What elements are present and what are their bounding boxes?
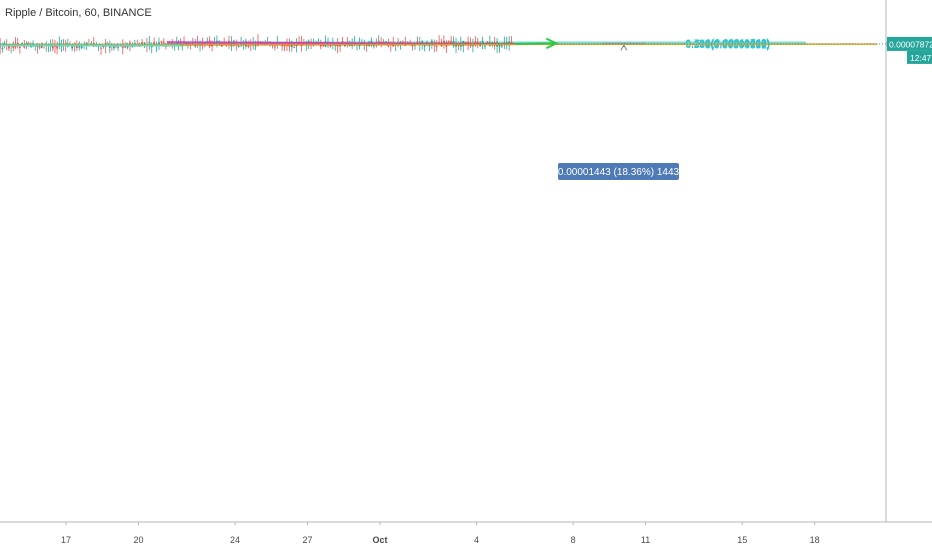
candle-body: [181, 45, 184, 47]
x-axis-background: [0, 522, 886, 550]
candle-body: [153, 41, 156, 44]
last-price-badge: [887, 36, 932, 51]
candle-body: [56, 45, 59, 49]
candle-body: [273, 46, 276, 48]
fib-level-label: 0.236(0.00007991): [685, 40, 770, 51]
candle-body: [117, 46, 119, 48]
measure-label: 0.00001443 (18.36%) 1443: [558, 167, 680, 178]
candle-body: [194, 45, 197, 47]
candle-body: [23, 45, 26, 48]
candle-body: [484, 45, 486, 47]
candle-body: [416, 41, 419, 43]
candle-body: [373, 45, 375, 47]
candle-body: [208, 40, 211, 47]
candle-body: [1, 47, 4, 49]
candle-body: [346, 41, 349, 43]
x-tick-label: 20: [133, 535, 143, 545]
candle-body: [365, 45, 368, 47]
candle-body: [443, 40, 445, 45]
last-price-label: 0.00007872: [889, 39, 932, 49]
candle-body: [85, 42, 88, 45]
candle-body: [377, 40, 380, 43]
candle-body: [281, 45, 284, 47]
candle-body: [162, 41, 165, 43]
candle-body: [341, 41, 344, 43]
candle-body: [322, 44, 325, 47]
candle-body: [401, 41, 404, 43]
candle-body: [472, 45, 474, 47]
candle-body: [237, 46, 240, 48]
candle-body: [141, 42, 143, 46]
y-axis-background: [886, 0, 932, 550]
x-tick-label: 4: [474, 535, 479, 545]
candle-body: [501, 45, 503, 47]
candle-body: [435, 45, 438, 47]
candle-body: [21, 42, 23, 44]
chart-title: Ripple / Bitcoin, 60, BINANCE: [5, 7, 152, 19]
candle-body: [430, 40, 433, 43]
candle-body: [216, 40, 218, 42]
x-axis: 17 20 24 27 Oct 4 8 11 15 18: [0, 521, 932, 550]
price-range-measure: 0.00001443 (18.36%) 1443: [558, 42, 680, 180]
candle-body: [100, 47, 102, 49]
x-tick-label: 11: [641, 535, 650, 545]
candle-body: [447, 41, 450, 43]
x-tick-label: 15: [737, 535, 747, 545]
countdown-badge: [907, 50, 932, 64]
candle-body: [18, 46, 21, 48]
candle-body: [150, 46, 153, 48]
candle-body: [184, 42, 187, 44]
candle-body: [131, 45, 134, 48]
fib-level-label: 0.382(0.00008708): [685, 40, 770, 51]
projection-arrow-head: [545, 37, 559, 50]
candle-body: [12, 45, 15, 48]
candle-body: [148, 41, 151, 43]
candle-body: [382, 41, 385, 43]
candle-body: [257, 41, 259, 46]
x-tick-label: 27: [302, 535, 312, 545]
x-tick-label: Oct: [372, 535, 387, 545]
x-tick-label: 17: [61, 535, 71, 545]
candle-body: [293, 47, 296, 49]
countdown-label: 12:47: [910, 53, 932, 63]
candle-body: [491, 42, 494, 44]
candle-body: [108, 46, 111, 48]
measure-label-box: [558, 163, 679, 180]
candle-body: [421, 40, 424, 44]
y-axis: 0.000120000.000115000.000110000.00010500…: [885, 0, 932, 550]
candle-body: [51, 45, 54, 49]
candle-body: [158, 42, 160, 46]
candle-body: [481, 40, 484, 44]
candle-body: [80, 46, 83, 49]
measure-arrow-head: [620, 44, 628, 51]
candle-body: [16, 42, 19, 44]
x-tick-label: 18: [810, 535, 820, 545]
candle-body: [339, 44, 342, 47]
candle-body: [254, 45, 257, 47]
candle-body: [348, 45, 351, 47]
candle-body: [510, 41, 513, 44]
x-tick-label: 24: [230, 535, 240, 545]
fib-level-label: 0(0.00006832): [705, 40, 770, 51]
candle-body: [423, 45, 426, 47]
candle-body: [247, 45, 250, 47]
x-tick-label: 8: [571, 535, 576, 545]
candle-body: [113, 45, 115, 49]
candle-body: [498, 43, 501, 47]
candle-body: [8, 44, 10, 49]
projection-arrow-shaft: [515, 42, 557, 45]
candle-body: [71, 45, 74, 49]
candle-body: [283, 45, 286, 47]
candle-body: [334, 45, 337, 47]
candle-body: [38, 46, 41, 48]
candle-body: [160, 41, 163, 43]
candle-body: [411, 44, 414, 47]
candle-body: [450, 40, 453, 43]
